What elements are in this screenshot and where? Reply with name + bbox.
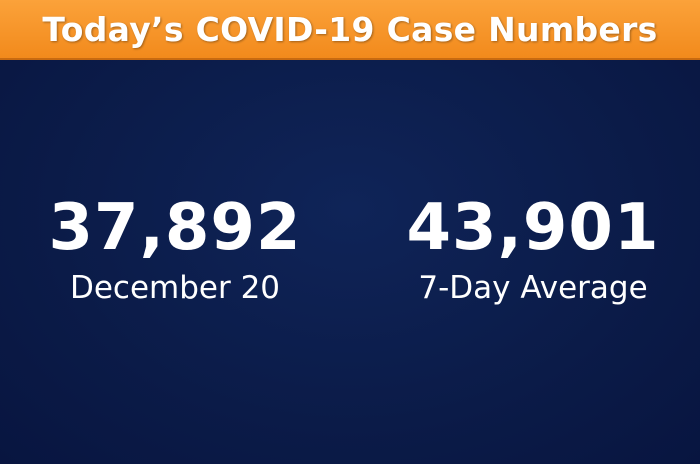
header-banner: Today’s COVID-19 Case Numbers xyxy=(0,0,700,60)
stat-value: 37,892 xyxy=(48,191,302,265)
title: Today’s COVID-19 Case Numbers xyxy=(42,9,658,49)
stat-label: 7-Day Average xyxy=(418,270,648,306)
stat-value: 43,901 xyxy=(406,191,660,265)
stat: 37,892 December 20 xyxy=(10,190,340,308)
stat: 43,901 7-Day Average xyxy=(368,190,698,308)
stat-label: December 20 xyxy=(69,270,281,306)
